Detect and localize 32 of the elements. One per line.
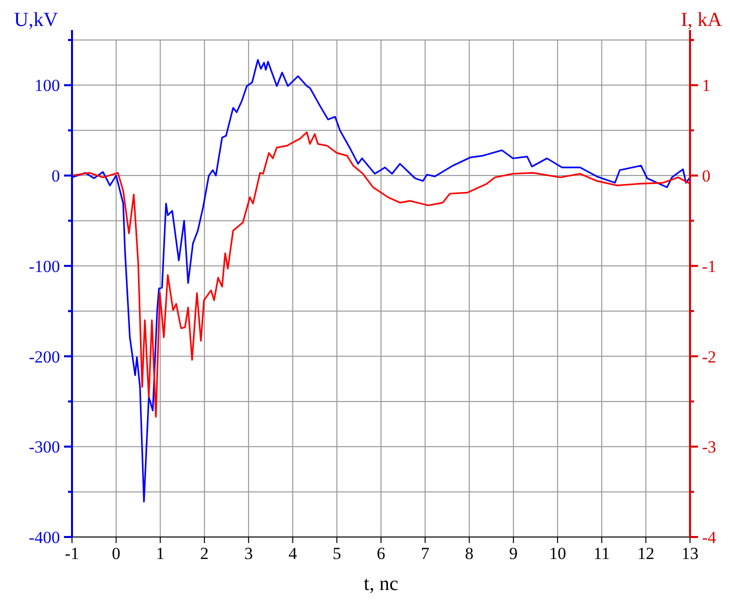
y2-axis-title: I, kA bbox=[680, 9, 723, 31]
y2-tick-label: 1 bbox=[702, 76, 710, 96]
x-tick-label: 2 bbox=[200, 544, 209, 563]
x-tick-label: 7 bbox=[420, 544, 430, 563]
x-tick-label: 0 bbox=[112, 544, 120, 563]
x-tick-label: 11 bbox=[594, 544, 610, 563]
y-axis-title: U,kV bbox=[14, 9, 58, 31]
x-tick-label: 13 bbox=[682, 544, 698, 563]
x-tick-label: 8 bbox=[465, 544, 474, 563]
y-tick-label: -400 bbox=[28, 528, 60, 547]
x-tick-label: 12 bbox=[637, 544, 654, 563]
y-tick-label: -300 bbox=[28, 438, 60, 457]
x-tick-label: 1 bbox=[156, 544, 165, 563]
x-tick-label: 10 bbox=[549, 544, 566, 563]
line-series bbox=[71, 59, 691, 503]
y-tick-label: 100 bbox=[34, 76, 60, 96]
y2-tick-label: -2 bbox=[702, 347, 716, 366]
x-tick-label: 5 bbox=[332, 544, 342, 563]
y2-tick-label: -1 bbox=[702, 256, 716, 276]
y2-tick-label: -3 bbox=[702, 438, 716, 457]
x-axis-title: t, nc bbox=[364, 573, 398, 595]
x-tick-label: 3 bbox=[244, 544, 253, 563]
x-tick-label: 4 bbox=[288, 544, 298, 563]
y2-tick-label: -4 bbox=[702, 528, 717, 547]
y-tick-label: -100 bbox=[28, 256, 60, 276]
x-tick-label: 6 bbox=[376, 544, 386, 563]
line-series bbox=[71, 131, 691, 418]
y-tick-label: 0 bbox=[52, 166, 60, 186]
x-tick-label: -1 bbox=[64, 544, 80, 563]
y-tick-label: -200 bbox=[28, 347, 60, 366]
y2-tick-label: 0 bbox=[702, 166, 710, 186]
x-tick-label: 9 bbox=[509, 544, 518, 563]
